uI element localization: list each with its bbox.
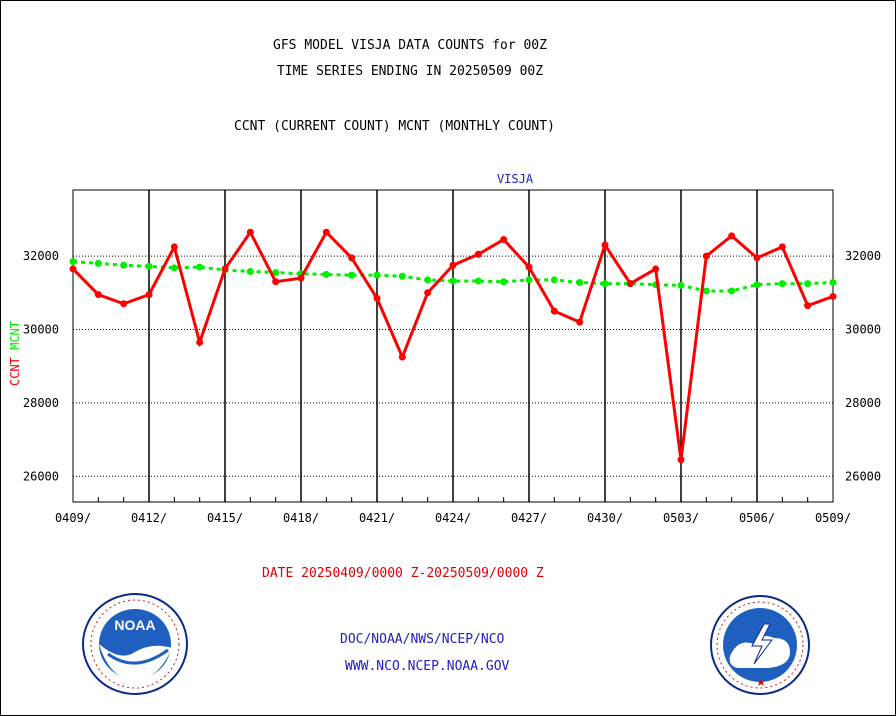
data-point-mcnt (702, 287, 710, 295)
data-point-mcnt (120, 261, 128, 269)
data-point-ccnt (677, 456, 685, 464)
data-point-mcnt (474, 277, 482, 285)
data-point-ccnt (728, 232, 736, 240)
data-point-ccnt (196, 338, 204, 346)
data-point-mcnt (272, 269, 280, 277)
data-point-mcnt (145, 262, 153, 270)
data-point-ccnt (246, 228, 254, 236)
x-tick-label: 0427/ (511, 511, 547, 525)
data-point-mcnt (170, 264, 178, 272)
data-point-ccnt (500, 236, 508, 244)
data-point-mcnt (69, 258, 77, 266)
data-point-ccnt (221, 265, 229, 273)
org-path-text: DOC/NOAA/NWS/NCEP/NCO (340, 632, 505, 647)
data-point-ccnt (652, 265, 660, 273)
y-tick-label-right: 30000 (845, 322, 881, 336)
data-point-mcnt (348, 271, 356, 279)
data-point-ccnt (348, 254, 356, 262)
noaa-logo-icon: NOAA (82, 593, 188, 695)
y-tick-label-left: 30000 (23, 322, 59, 336)
data-point-mcnt (677, 281, 685, 289)
chart-title-line-1: GFS MODEL VISJA DATA COUNTS for 00Z (273, 38, 547, 53)
y-axis-label: CCNT MCNT (8, 321, 22, 386)
data-point-ccnt (398, 353, 406, 361)
x-tick-labels: 0409/0412/0415/0418/0421/0424/0427/0430/… (55, 511, 851, 525)
x-tick-label: 0424/ (435, 511, 471, 525)
data-point-ccnt (626, 280, 634, 288)
data-point-mcnt (373, 271, 381, 279)
website-link[interactable]: WWW.NCO.NCEP.NOAA.GOV (345, 659, 510, 674)
data-point-mcnt (94, 259, 102, 267)
y-tick-label-left: 26000 (23, 469, 59, 483)
data-point-mcnt (246, 267, 254, 275)
y-tick-label-right: 32000 (845, 249, 881, 263)
data-point-mcnt (778, 280, 786, 288)
data-point-mcnt (601, 280, 609, 288)
y-tick-label-right: 26000 (845, 469, 881, 483)
data-point-mcnt (449, 277, 457, 285)
chart-title-line-2: TIME SERIES ENDING IN 20250509 00Z (276, 64, 544, 79)
x-tick-label: 0430/ (587, 511, 623, 525)
y-axis-label-text: CCNT MCNT (8, 321, 22, 386)
data-point-ccnt (145, 291, 153, 299)
y-tick-label-left: 32000 (23, 249, 59, 263)
data-point-mcnt (576, 278, 584, 286)
series-group (69, 228, 837, 464)
x-tick-label: 0509/ (815, 511, 851, 525)
data-point-mcnt (550, 276, 558, 284)
data-point-ccnt (272, 278, 280, 286)
data-point-mcnt (196, 263, 204, 271)
x-tick-label: 0421/ (359, 511, 395, 525)
plot-frame (72, 189, 834, 503)
data-point-ccnt (373, 294, 381, 302)
x-tick-label: 0418/ (283, 511, 319, 525)
y-axis-label-part: MCNT (8, 321, 22, 357)
panel-title: VISJA (497, 172, 534, 186)
data-point-mcnt (500, 278, 508, 286)
nws-logo-icon (710, 595, 810, 695)
y-tick-labels: 26000 26000 28000 28000 30000 30000 32000 32000 (23, 249, 881, 483)
data-point-ccnt (474, 250, 482, 258)
data-point-mcnt (398, 272, 406, 280)
data-point-mcnt (829, 278, 837, 286)
data-point-ccnt (94, 291, 102, 299)
data-point-ccnt (601, 241, 609, 249)
data-point-ccnt (778, 243, 786, 251)
noaa-logo-label: NOAA (114, 617, 155, 633)
x-tick-label: 0409/ (55, 511, 91, 525)
chart-subtitle: CCNT (CURRENT COUNT) MCNT (MONTHLY COUNT… (234, 119, 555, 134)
y-tick-label-left: 28000 (23, 396, 59, 410)
data-point-ccnt (120, 300, 128, 308)
data-point-ccnt (804, 302, 812, 310)
grid-lines (72, 190, 834, 502)
data-point-ccnt (576, 318, 584, 326)
data-point-ccnt (550, 307, 558, 315)
data-point-ccnt (702, 252, 710, 260)
data-point-ccnt (449, 261, 457, 269)
data-point-ccnt (170, 243, 178, 251)
x-tick-label: 0506/ (739, 511, 775, 525)
data-point-mcnt (804, 280, 812, 288)
y-axis-label-part: CCNT (8, 357, 22, 386)
data-point-ccnt (525, 263, 533, 271)
data-point-ccnt (297, 274, 305, 282)
data-point-ccnt (322, 228, 330, 236)
data-point-ccnt (753, 254, 761, 262)
data-point-mcnt (424, 276, 432, 284)
x-tick-label: 0412/ (131, 511, 167, 525)
x-tick-label: 0503/ (663, 511, 699, 525)
y-tick-label-right: 28000 (845, 396, 881, 410)
data-point-mcnt (728, 287, 736, 295)
data-point-mcnt (322, 270, 330, 278)
data-point-ccnt (424, 289, 432, 297)
data-point-ccnt (829, 292, 837, 300)
x-tick-label: 0415/ (207, 511, 243, 525)
data-point-mcnt (753, 281, 761, 289)
data-point-ccnt (69, 265, 77, 273)
date-range-footer: DATE 20250409/0000 Z-20250509/0000 Z (262, 566, 544, 581)
data-point-mcnt (525, 276, 533, 284)
